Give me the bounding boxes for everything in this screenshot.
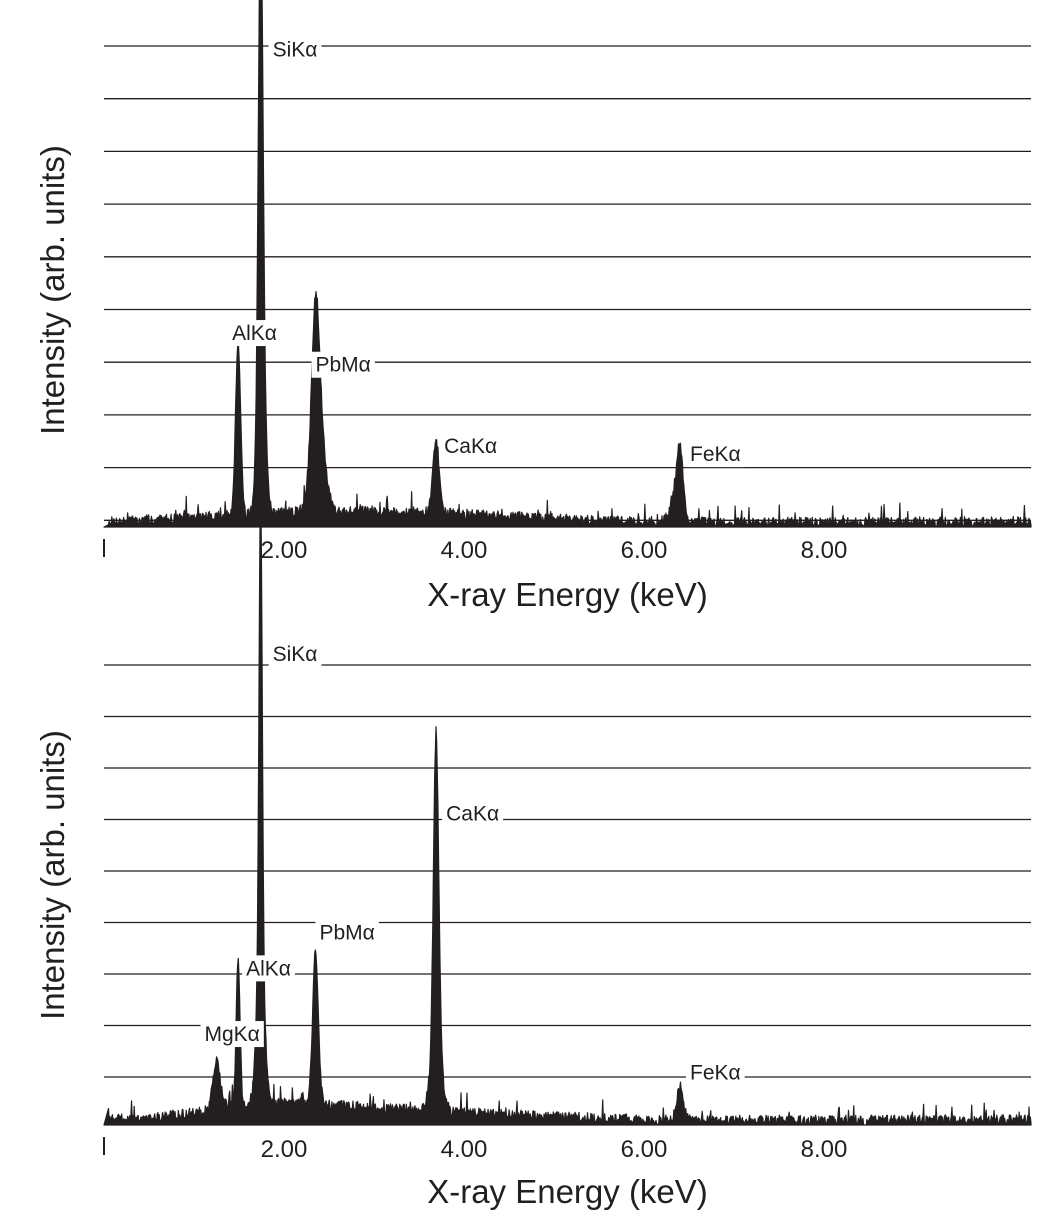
y-axis-label: Intensity (arb. units): [34, 145, 71, 435]
peak-label: SiKα: [273, 643, 318, 666]
x-axis-label: X-ray Energy (keV): [427, 576, 708, 613]
x-tick-label: 2.00: [261, 537, 308, 564]
peak-label: SiKα: [273, 38, 318, 61]
x-tick-label: 6.00: [621, 537, 668, 564]
x-tick-label: 4.00: [441, 537, 488, 564]
peak-label-backdrop: [228, 320, 281, 347]
peak-label: PbMα: [320, 921, 375, 944]
spectrum-trace: [103, 496, 1032, 1126]
x-axis-label: X-ray Energy (keV): [427, 1173, 708, 1210]
x-tick-label: 6.00: [621, 1136, 668, 1163]
x-tick-label: 8.00: [801, 537, 848, 564]
peak-label: AlKα: [232, 322, 277, 345]
peak-label-backdrop: [686, 441, 745, 468]
peak-label-backdrop: [315, 919, 379, 946]
spectrum-trace: [103, 0, 1032, 528]
peak-label-backdrop: [200, 1021, 264, 1048]
peak-label-backdrop: [268, 641, 322, 668]
peak-label-backdrop: [311, 351, 375, 378]
peak-label-backdrop: [440, 433, 502, 460]
peak-label: CaKα: [446, 802, 499, 825]
x-tick-label: 4.00: [441, 1136, 488, 1163]
spectrum-panel-top: 2.00 4.00 6.00 8.00 X-ray Energy (keV) Intens…: [34, 0, 1032, 613]
peak-label-backdrop: [686, 1059, 745, 1086]
peak-label-backdrop: [242, 955, 295, 982]
peak-label: AlKα: [246, 957, 291, 980]
peak-label: MgKα: [205, 1023, 260, 1046]
spectrum-panel-bottom: 2.00 4.00 6.00 8.00 X-ray Energy (keV) Intens…: [34, 496, 1032, 1210]
y-axis-label: Intensity (arb. units): [34, 730, 71, 1020]
x-tick-label: 8.00: [801, 1136, 848, 1163]
peak-label-backdrop: [268, 36, 322, 63]
peak-label: CaKα: [444, 435, 497, 458]
peak-label: PbMα: [316, 354, 371, 377]
peak-label-backdrop: [442, 800, 504, 827]
x-tick-label: 2.00: [261, 1136, 308, 1163]
peak-label: FeKα: [690, 443, 741, 466]
peak-label: FeKα: [690, 1062, 741, 1085]
